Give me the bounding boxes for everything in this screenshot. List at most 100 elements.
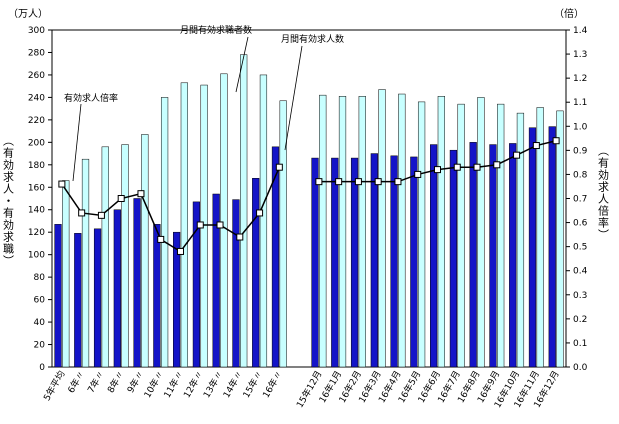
bar-job-seekers — [516, 112, 525, 368]
right-tick-label: 0.4 — [573, 267, 588, 277]
right-tick-label: 0.3 — [573, 291, 587, 301]
ratio-point — [177, 247, 184, 255]
bar-job-seekers — [477, 97, 485, 368]
left-tick-label: 80 — [34, 273, 46, 283]
ratio-point — [315, 178, 323, 186]
left-tick-label: 220 — [28, 116, 45, 126]
left-tick-label: 0 — [39, 363, 45, 373]
bar-job-openings — [271, 146, 280, 368]
bar-job-seekers — [220, 73, 228, 368]
bar-job-openings — [212, 193, 220, 368]
left-axis-unit: （万人） — [8, 8, 48, 20]
bar-job-openings — [153, 224, 161, 368]
ratio-line-series — [58, 137, 560, 255]
bar-job-openings — [331, 157, 339, 368]
bar-job-seekers — [536, 107, 544, 368]
ratio-point — [275, 163, 283, 171]
bar-job-seekers — [378, 89, 386, 368]
ratio-point — [453, 163, 461, 171]
ratio-point — [493, 161, 501, 169]
ratio-point — [78, 209, 86, 217]
bar-job-openings — [252, 178, 260, 368]
bar-job-seekers — [437, 96, 445, 368]
bar-job-openings — [509, 143, 517, 368]
ratio-point — [216, 221, 224, 229]
bar-job-openings — [350, 157, 359, 368]
right-tick-label: 0.9 — [573, 146, 588, 156]
bar-series — [54, 54, 564, 368]
ratio-point — [117, 195, 125, 202]
bar-job-openings — [54, 224, 62, 368]
right-tick-label: 0.1 — [573, 339, 587, 349]
right-tick-label: 1.3 — [573, 50, 587, 60]
bar-job-openings — [93, 228, 102, 368]
x-tick-label: 9年〃 — [124, 369, 146, 396]
ratio-point — [532, 142, 540, 150]
ratio-point — [434, 166, 441, 174]
x-tick-label: 15年12月 — [294, 369, 325, 410]
bar-job-openings — [548, 126, 556, 368]
bar-job-openings — [370, 153, 378, 368]
annotation-job-openings-label: 月間有効求人数 — [281, 33, 344, 45]
ratio-point — [394, 178, 402, 186]
right-tick-label: 0.6 — [573, 219, 588, 229]
bar-job-seekers — [121, 144, 129, 368]
bar-job-openings — [430, 144, 438, 368]
right-tick-label: 1.4 — [573, 26, 588, 36]
bar-job-openings — [113, 209, 121, 368]
bar-job-openings — [232, 199, 240, 368]
ratio-point — [196, 221, 204, 229]
bar-job-seekers — [358, 96, 366, 368]
plot-frame — [51, 29, 567, 368]
right-axis-unit: （倍） — [554, 7, 584, 20]
bar-job-seekers — [160, 97, 169, 368]
bar-job-openings — [133, 198, 141, 368]
plot-border — [51, 29, 567, 368]
x-tick-label: 6年〃 — [65, 369, 87, 396]
x-tick-label: 5年平均 — [41, 369, 68, 403]
bar-job-seekers — [240, 54, 248, 368]
ratio-point — [256, 209, 264, 217]
bar-job-seekers — [417, 101, 426, 368]
annotation-job-seekers-leader — [235, 36, 249, 93]
right-tick-label: 0.8 — [573, 170, 588, 180]
annotations: 有効求人倍率 月間有効求職者数 月間有効求人数 — [64, 24, 344, 182]
ratio-point — [374, 178, 382, 186]
ratio-point — [58, 180, 66, 188]
right-tick-label: 0.0 — [573, 363, 588, 373]
bar-job-seekers — [101, 146, 109, 368]
ratio-point — [354, 178, 362, 186]
x-tick-label: 16年〃 — [260, 369, 285, 401]
bar-job-openings — [311, 157, 319, 368]
bar-job-seekers — [259, 74, 268, 368]
annotation-ratio-leader — [72, 103, 82, 182]
right-tick-label: 0.2 — [573, 315, 587, 325]
left-tick-label: 300 — [28, 26, 45, 36]
bar-job-seekers — [62, 180, 70, 368]
axis-ticks: 0 20 40 60 80 100 120 140 160 180 200 220 240 260 280 3… — [28, 26, 588, 373]
right-tick-label: 1.1 — [573, 98, 587, 108]
annotation-ratio-label: 有効求人倍率 — [64, 92, 118, 104]
bar-job-openings — [192, 201, 201, 368]
ratio-point — [335, 178, 343, 186]
bar-job-openings — [489, 144, 497, 368]
ratio-point — [513, 151, 521, 159]
x-tick-label: 7年〃 — [85, 369, 107, 396]
bar-job-seekers — [398, 93, 406, 368]
x-tick-label: 8年〃 — [105, 369, 127, 396]
right-axis-label: （有効求人倍率） — [597, 145, 610, 241]
left-tick-label: 20 — [34, 341, 46, 351]
bar-job-openings — [410, 156, 418, 368]
bar-job-seekers — [457, 103, 465, 368]
left-tick-label: 260 — [28, 71, 45, 81]
ratio-point — [137, 190, 145, 198]
ratio-point — [473, 163, 481, 171]
left-axis-label: （有効求人・有効求職） — [2, 135, 15, 267]
left-tick-label: 180 — [28, 161, 45, 171]
ratio-point — [97, 211, 105, 219]
left-tick-label: 280 — [28, 48, 45, 58]
left-tick-label: 160 — [28, 183, 45, 193]
ratio-point — [552, 137, 560, 145]
bar-job-seekers — [497, 103, 505, 368]
